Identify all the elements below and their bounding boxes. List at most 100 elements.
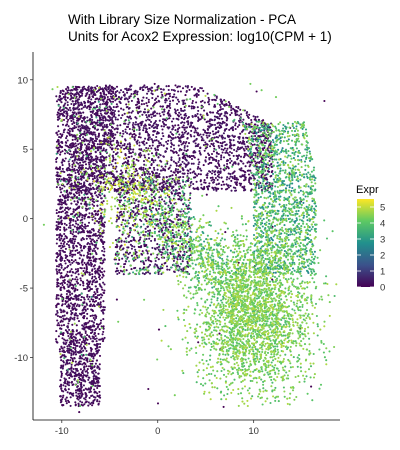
data-point: [130, 155, 133, 158]
data-point: [92, 233, 95, 236]
data-point: [64, 318, 67, 321]
data-point: [170, 142, 173, 145]
data-point: [76, 344, 79, 347]
data-point: [148, 123, 151, 127]
data-point: [137, 107, 140, 110]
data-point: [81, 401, 84, 404]
data-point: [101, 240, 104, 243]
data-point: [78, 227, 81, 230]
data-point: [63, 346, 66, 349]
data-point: [86, 338, 89, 341]
data-point: [80, 392, 84, 396]
data-point: [164, 165, 167, 168]
data-point: [215, 155, 218, 158]
data-point: [183, 128, 186, 131]
data-point: [240, 167, 243, 170]
data-point: [88, 273, 91, 276]
data-point: [85, 145, 88, 148]
data-point: [159, 105, 162, 108]
data-point: [197, 116, 200, 119]
data-point: [87, 127, 90, 130]
data-point: [121, 144, 124, 147]
data-point: [90, 308, 93, 311]
data-point: [73, 371, 76, 375]
data-point: [240, 160, 243, 163]
data-point: [157, 140, 160, 143]
data-point: [68, 374, 71, 377]
data-point: [69, 213, 73, 216]
data-point: [67, 399, 70, 402]
data-point: [244, 145, 247, 148]
data-point: [155, 180, 158, 183]
data-point: [92, 382, 95, 385]
data-point: [229, 113, 232, 116]
data-point: [169, 114, 172, 118]
data-point: [87, 158, 90, 161]
data-point: [190, 162, 193, 165]
data-point: [88, 108, 91, 111]
data-point: [72, 271, 75, 274]
data-point: [65, 228, 68, 231]
data-point: [147, 256, 150, 259]
data-point: [186, 137, 189, 140]
data-point: [57, 322, 60, 325]
data-point: [82, 161, 85, 164]
data-point: [99, 109, 102, 113]
data-point: [82, 231, 86, 234]
data-point: [65, 330, 69, 333]
data-point: [91, 354, 94, 358]
data-point: [85, 186, 88, 189]
data-point: [62, 317, 65, 320]
data-point: [253, 132, 256, 135]
data-point: [93, 172, 96, 175]
data-point: [77, 351, 80, 354]
data-point: [89, 174, 93, 177]
data-point: [109, 95, 112, 98]
data-point: [103, 270, 106, 273]
data-point: [63, 160, 66, 163]
data-point: [73, 167, 76, 171]
data-point: [68, 381, 71, 384]
data-point: [217, 162, 220, 165]
data-point: [145, 102, 148, 105]
data-point: [234, 181, 237, 184]
data-point: [250, 121, 253, 124]
data-point: [239, 132, 242, 135]
data-point: [61, 283, 64, 287]
data-point: [133, 133, 136, 136]
data-point: [66, 266, 69, 269]
data-point: [84, 203, 87, 206]
data-point: [96, 84, 99, 88]
data-point: [194, 129, 197, 132]
data-point: [71, 249, 74, 252]
data-point: [70, 192, 73, 195]
data-point: [60, 286, 63, 289]
data-point: [95, 239, 99, 242]
data-point: [109, 92, 112, 95]
data-point: [134, 89, 137, 92]
data-point: [100, 128, 103, 131]
data-point: [61, 210, 64, 213]
data-point: [92, 402, 95, 405]
data-point: [128, 127, 131, 131]
data-point: [223, 147, 226, 150]
data-point: [57, 108, 60, 112]
data-point: [191, 114, 194, 118]
data-point: [92, 131, 95, 134]
data-point: [239, 155, 243, 158]
data-point: [64, 212, 67, 215]
data-point: [111, 120, 114, 123]
data-point: [237, 261, 240, 264]
data-point: [61, 146, 64, 149]
data-point: [76, 101, 80, 104]
data-point: [80, 249, 83, 252]
data-point: [63, 350, 67, 354]
data-point: [151, 157, 154, 160]
data-point: [88, 352, 91, 355]
data-point: [79, 161, 82, 164]
data-point: [90, 157, 93, 160]
data-point: [71, 160, 74, 163]
data-point: [215, 189, 218, 192]
data-point: [60, 201, 63, 204]
data-point: [90, 144, 93, 147]
